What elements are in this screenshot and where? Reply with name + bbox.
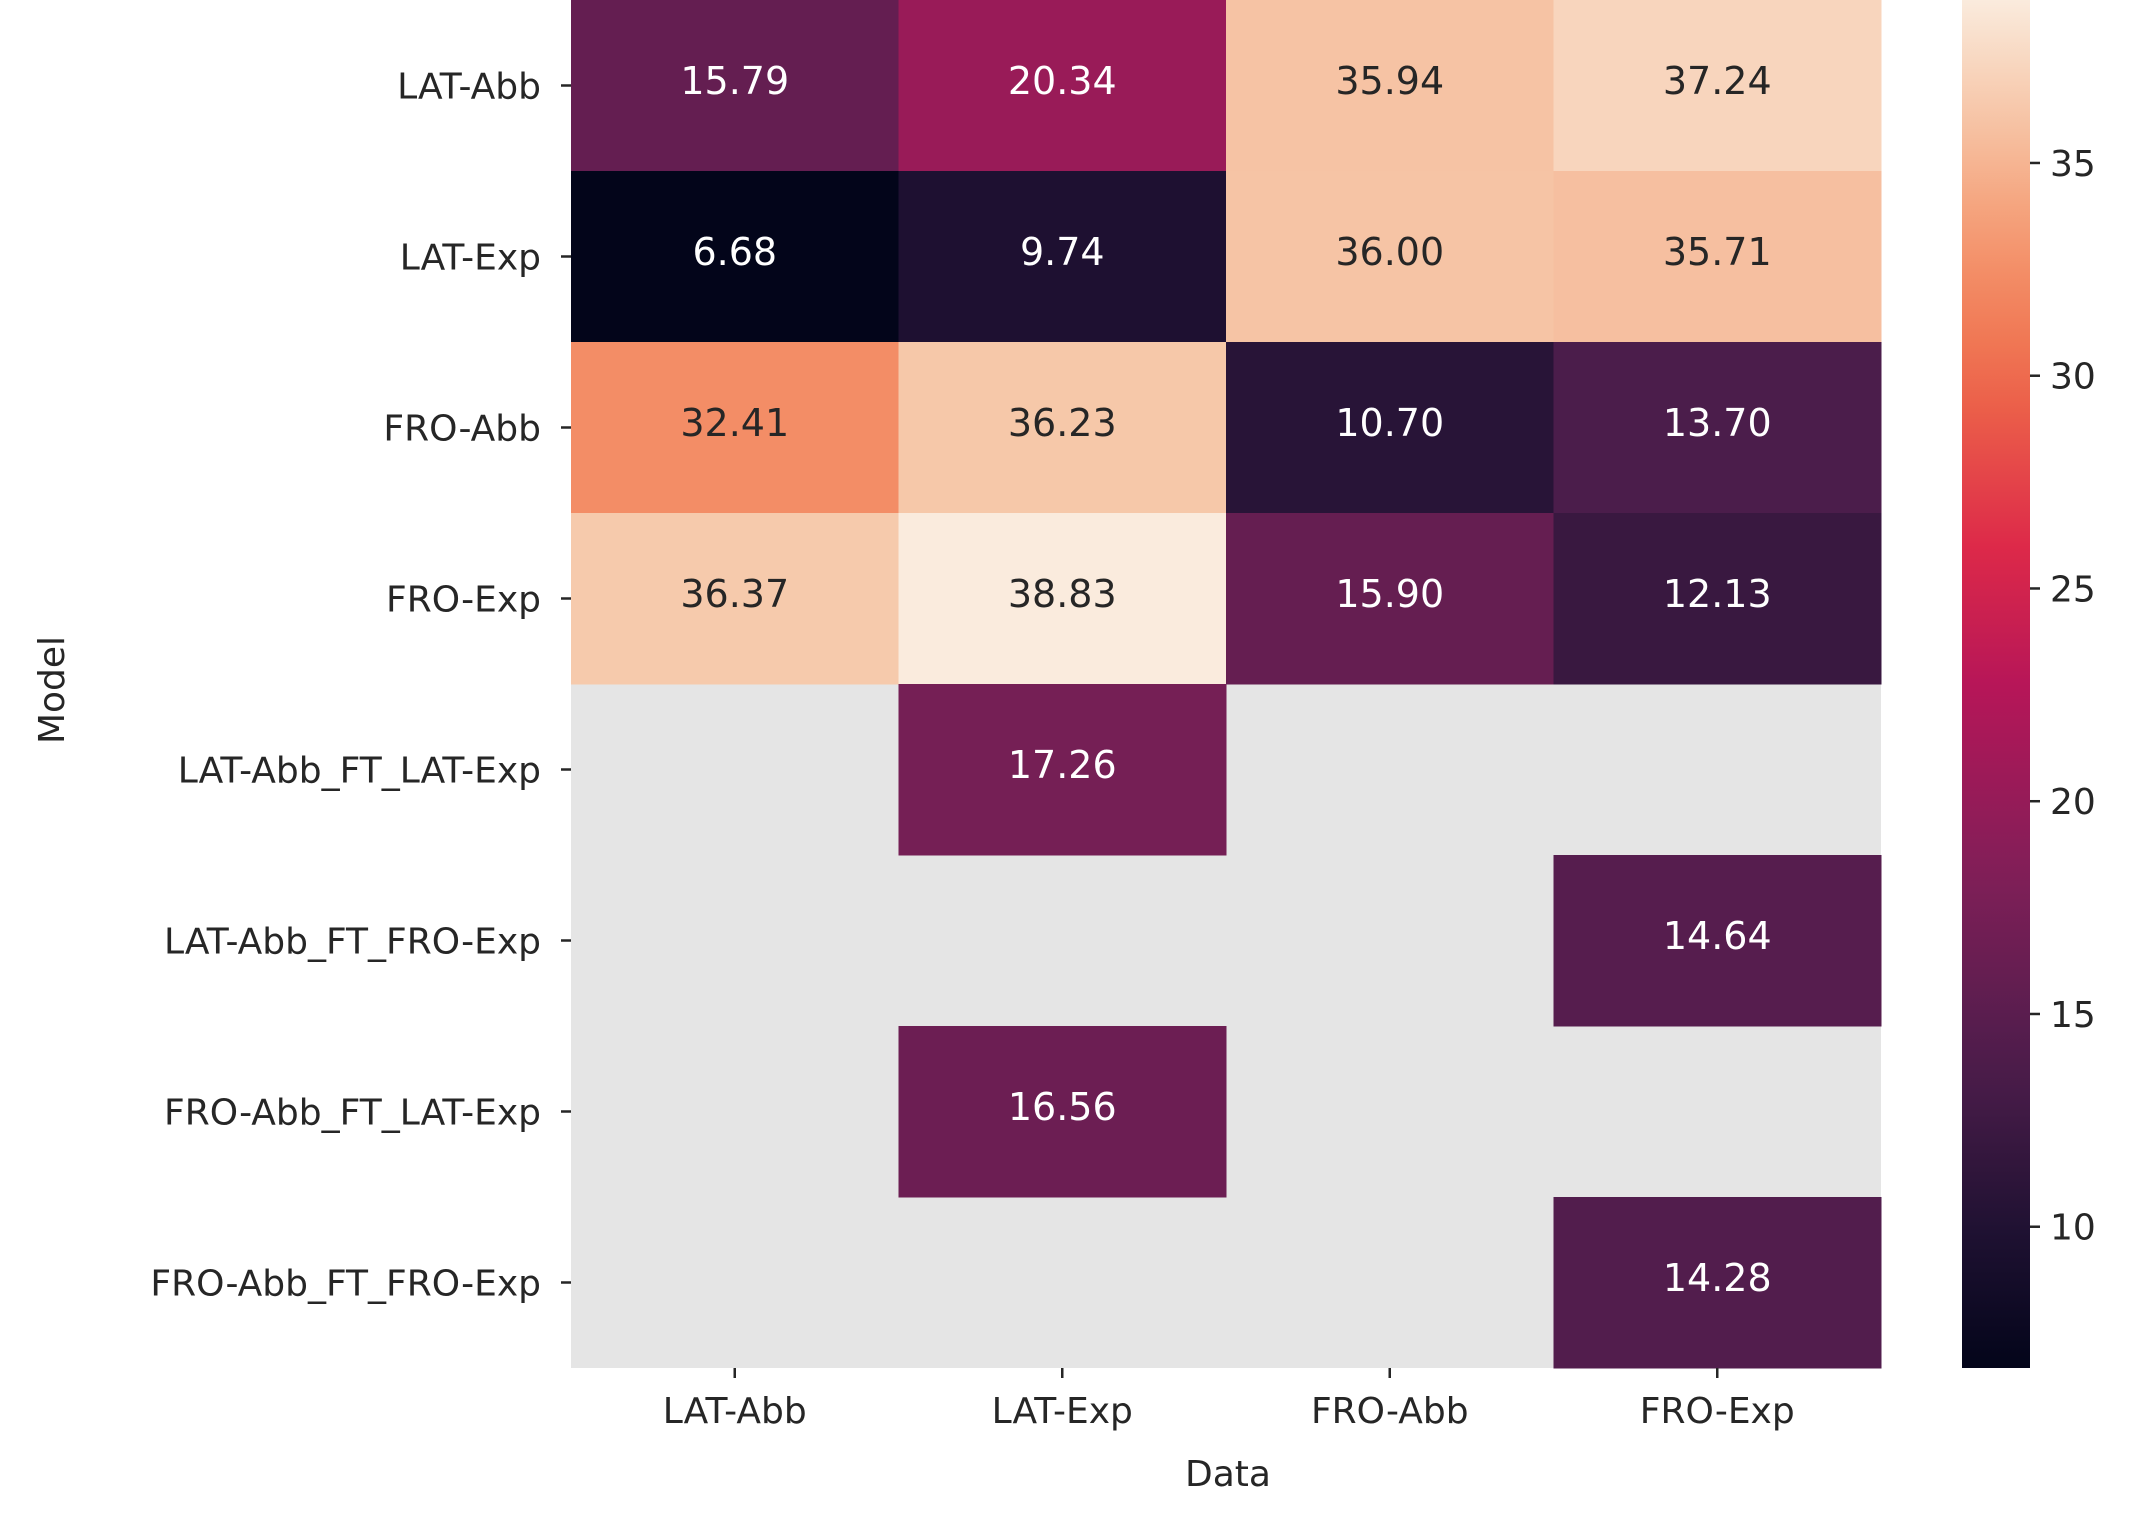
heatmap-cell xyxy=(571,171,899,343)
heatmap-cell xyxy=(1553,513,1882,685)
y-tick-label: FRO-Abb_FT_FRO-Exp xyxy=(150,1264,541,1305)
cell-value-label: 15.90 xyxy=(1335,572,1444,616)
cell-value-label: 15.79 xyxy=(680,59,789,103)
cell-value-label: 14.64 xyxy=(1663,914,1772,958)
cell-value-label: 12.13 xyxy=(1663,572,1772,616)
cell-value-label: 13.70 xyxy=(1663,401,1772,445)
heatmap-cell xyxy=(1553,0,1882,172)
cell-value-label: 14.28 xyxy=(1663,1256,1772,1300)
colorbar-tick-label: 25 xyxy=(2050,569,2096,610)
x-tick-label: FRO-Exp xyxy=(1640,1391,1795,1432)
cell-value-label: 37.24 xyxy=(1663,59,1772,103)
cell-value-label: 20.34 xyxy=(1008,59,1117,103)
colorbar-tick-label: 15 xyxy=(2050,995,2096,1036)
heatmap-cell xyxy=(571,0,899,172)
heatmap-cell xyxy=(1226,171,1554,343)
colorbar-tick-label: 30 xyxy=(2050,357,2096,398)
colorbar-tick-label: 20 xyxy=(2050,782,2096,823)
heatmap-cell xyxy=(1553,1197,1882,1369)
heatmap-cell xyxy=(898,0,1227,172)
heatmap-cell xyxy=(571,342,899,514)
y-tick-label: LAT-Abb_FT_LAT-Exp xyxy=(178,751,541,792)
colorbar-gradient xyxy=(1962,0,2030,1368)
y-tick-label: FRO-Exp xyxy=(386,580,541,621)
cell-value-label: 36.37 xyxy=(680,572,789,616)
heatmap-cells: 15.79 20.34 35.94 37.24 6.68 9.74 36.00 35.71 32… xyxy=(571,0,1882,1369)
colorbar-tick-label: 35 xyxy=(2050,144,2096,185)
heatmap-cell xyxy=(1553,855,1882,1027)
y-axis-label: Model xyxy=(32,636,73,744)
cell-value-label: 16.56 xyxy=(1008,1085,1117,1129)
heatmap-cell xyxy=(1226,513,1554,685)
x-tick-label: LAT-Exp xyxy=(992,1391,1133,1432)
heatmap-cell xyxy=(1553,171,1882,343)
cell-value-label: 17.26 xyxy=(1008,743,1117,787)
y-axis: LAT-Abb LAT-Exp FRO-Abb FRO-Exp LAT-Abb_FT_L… xyxy=(150,67,571,1305)
cell-value-label: 32.41 xyxy=(680,401,789,445)
heatmap-cell xyxy=(571,513,899,685)
heatmap-cell xyxy=(898,342,1227,514)
x-tick-label: LAT-Abb xyxy=(663,1391,807,1432)
heatmap-cell xyxy=(1226,0,1554,172)
cell-value-label: 9.74 xyxy=(1020,230,1105,274)
x-tick-label: FRO-Abb xyxy=(1311,1391,1469,1432)
heatmap-cell xyxy=(1226,342,1554,514)
cell-value-label: 38.83 xyxy=(1008,572,1117,616)
x-axis-label: Data xyxy=(1185,1454,1271,1495)
colorbar-tick-label: 10 xyxy=(2050,1208,2096,1249)
heatmap-cell xyxy=(898,684,1227,856)
y-tick-label: LAT-Exp xyxy=(400,238,541,279)
y-tick-label: FRO-Abb xyxy=(383,409,541,450)
cell-value-label: 35.71 xyxy=(1663,230,1772,274)
cell-value-label: 6.68 xyxy=(692,230,777,274)
colorbar: 10 15 20 25 30 35 xyxy=(1962,0,2096,1368)
x-axis: LAT-Abb LAT-Exp FRO-Abb FRO-Exp xyxy=(663,1368,1795,1432)
cell-value-label: 36.00 xyxy=(1335,230,1444,274)
y-tick-label: FRO-Abb_FT_LAT-Exp xyxy=(164,1093,541,1134)
heatmap-cell xyxy=(898,171,1227,343)
heatmap-cell xyxy=(898,1026,1227,1198)
heatmap-cell xyxy=(898,513,1227,685)
cell-value-label: 10.70 xyxy=(1335,401,1444,445)
y-tick-label: LAT-Abb xyxy=(397,67,541,108)
cell-value-label: 35.94 xyxy=(1335,59,1444,103)
y-tick-label: LAT-Abb_FT_FRO-Exp xyxy=(164,922,541,963)
heatmap-cell xyxy=(1553,342,1882,514)
cell-value-label: 36.23 xyxy=(1008,401,1117,445)
